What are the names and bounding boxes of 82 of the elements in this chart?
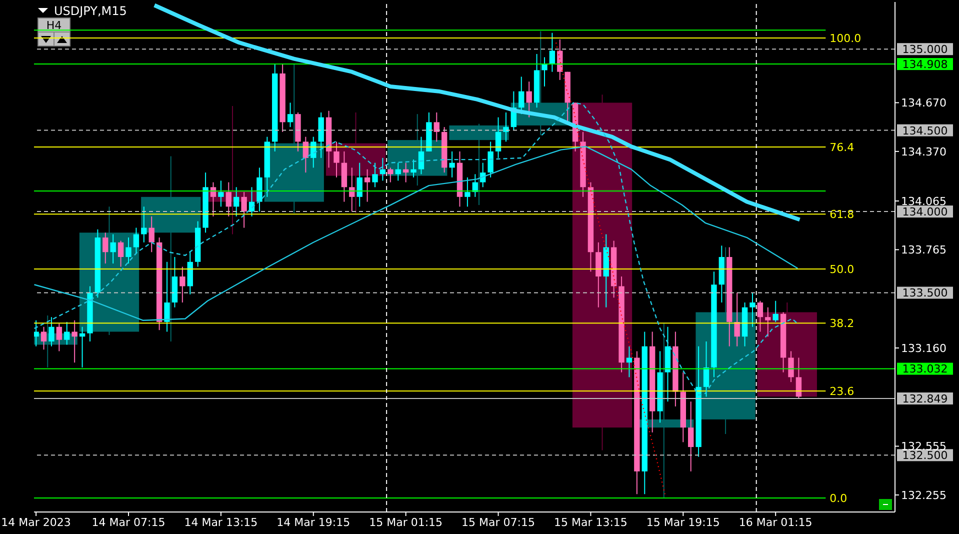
candlestick xyxy=(148,216,154,253)
candlestick xyxy=(164,261,170,332)
candlestick xyxy=(64,321,70,346)
candlestick xyxy=(110,234,116,264)
annotation: H4 xyxy=(46,19,62,32)
candlestick xyxy=(772,300,778,322)
ref-line-label: 132.500 xyxy=(902,449,948,462)
candlestick xyxy=(626,346,632,378)
candlestick xyxy=(287,102,294,128)
candlestick xyxy=(464,176,470,208)
annotation: 23.6 xyxy=(830,384,854,398)
annotation: 76.4 xyxy=(830,141,854,154)
candlestick xyxy=(226,182,232,217)
x-tick-label: 15 Mar 01:15 xyxy=(369,516,443,529)
x-tick-label: 16 Mar 01:15 xyxy=(738,516,812,529)
candlestick xyxy=(757,300,764,332)
y-tick-label: 134.370 xyxy=(901,145,946,158)
ref-line-label: 134.908 xyxy=(902,58,948,72)
candlestick xyxy=(765,306,771,338)
candlestick xyxy=(410,159,416,178)
candlestick xyxy=(503,112,509,142)
x-tick-label: 15 Mar 19:15 xyxy=(646,516,720,529)
ref-line-label: 134.000 xyxy=(902,206,948,219)
candlestick xyxy=(449,150,455,178)
candlestick xyxy=(180,266,186,303)
candlestick xyxy=(356,162,362,208)
candlestick xyxy=(302,136,309,174)
y-tick-label: 132.255 xyxy=(901,488,946,502)
ref-line-label: 133.500 xyxy=(902,286,948,300)
candlestick xyxy=(488,141,494,178)
ref-line-label: 132.849 xyxy=(902,392,948,406)
x-tick-label: 14 Mar 2023 xyxy=(1,516,71,529)
y-tick-label: 134.065 xyxy=(901,194,946,208)
candlestick xyxy=(334,141,340,178)
x-tick-label: 15 Mar 13:15 xyxy=(554,516,628,529)
candlestick xyxy=(388,167,394,183)
candlestick xyxy=(48,316,54,347)
candlestick xyxy=(434,112,440,142)
candlestick xyxy=(141,206,147,243)
chart-title: USDJPY,M15 xyxy=(54,4,127,18)
annotation: 38.2 xyxy=(830,317,854,330)
line-series xyxy=(34,102,798,396)
y-tick-label: 133.765 xyxy=(901,244,946,257)
annotation: 0.0 xyxy=(830,492,848,506)
ref-line-label: 134.500 xyxy=(902,124,948,138)
x-tick-label: 14 Mar 19:15 xyxy=(276,516,350,529)
y-tick-label: 133.160 xyxy=(901,342,946,355)
line-series xyxy=(152,3,802,222)
annotation: 100.0 xyxy=(830,32,862,46)
candlestick xyxy=(688,401,694,472)
candlestick xyxy=(796,357,802,399)
candlestick xyxy=(703,340,710,398)
candlestick xyxy=(218,180,224,208)
line-series xyxy=(555,42,666,495)
candlestick xyxy=(118,240,124,268)
x-tick-label: 14 Mar 07:15 xyxy=(92,516,166,529)
ref-line-label: 133.032 xyxy=(902,362,948,376)
candlestick xyxy=(372,162,378,188)
candlestick xyxy=(364,168,370,202)
candlestick xyxy=(72,320,78,364)
candlestick xyxy=(495,116,502,158)
candlestick xyxy=(233,186,240,217)
annotation: 61.8 xyxy=(830,208,854,222)
candlestick xyxy=(40,326,47,350)
candlestick xyxy=(549,32,556,72)
candlestick xyxy=(734,292,740,347)
candlestick xyxy=(126,237,132,264)
candlestick xyxy=(750,292,756,328)
candlestick xyxy=(241,192,247,228)
annotation: 50.0 xyxy=(830,263,854,276)
candlestick xyxy=(349,167,355,212)
candlestick xyxy=(34,320,39,347)
candlestick xyxy=(418,136,424,175)
ref-line-label: 135.000 xyxy=(902,43,948,56)
x-tick-label: 15 Mar 07:15 xyxy=(462,516,535,529)
candlestick xyxy=(102,232,108,264)
candlestick xyxy=(788,350,794,383)
candlestick xyxy=(56,323,62,352)
candlestick xyxy=(526,81,532,118)
x-tick-label: 14 Mar 13:15 xyxy=(184,516,258,529)
candlestick xyxy=(133,227,140,254)
y-tick-label: 134.670 xyxy=(901,96,946,110)
